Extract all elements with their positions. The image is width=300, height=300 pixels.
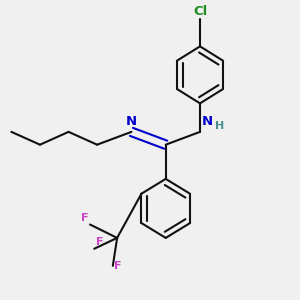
Text: Cl: Cl: [193, 5, 207, 18]
Text: H: H: [215, 121, 224, 131]
Text: F: F: [114, 261, 122, 271]
Text: F: F: [81, 213, 88, 223]
Text: F: F: [96, 237, 103, 247]
Text: N: N: [126, 116, 137, 128]
Text: N: N: [201, 116, 213, 128]
